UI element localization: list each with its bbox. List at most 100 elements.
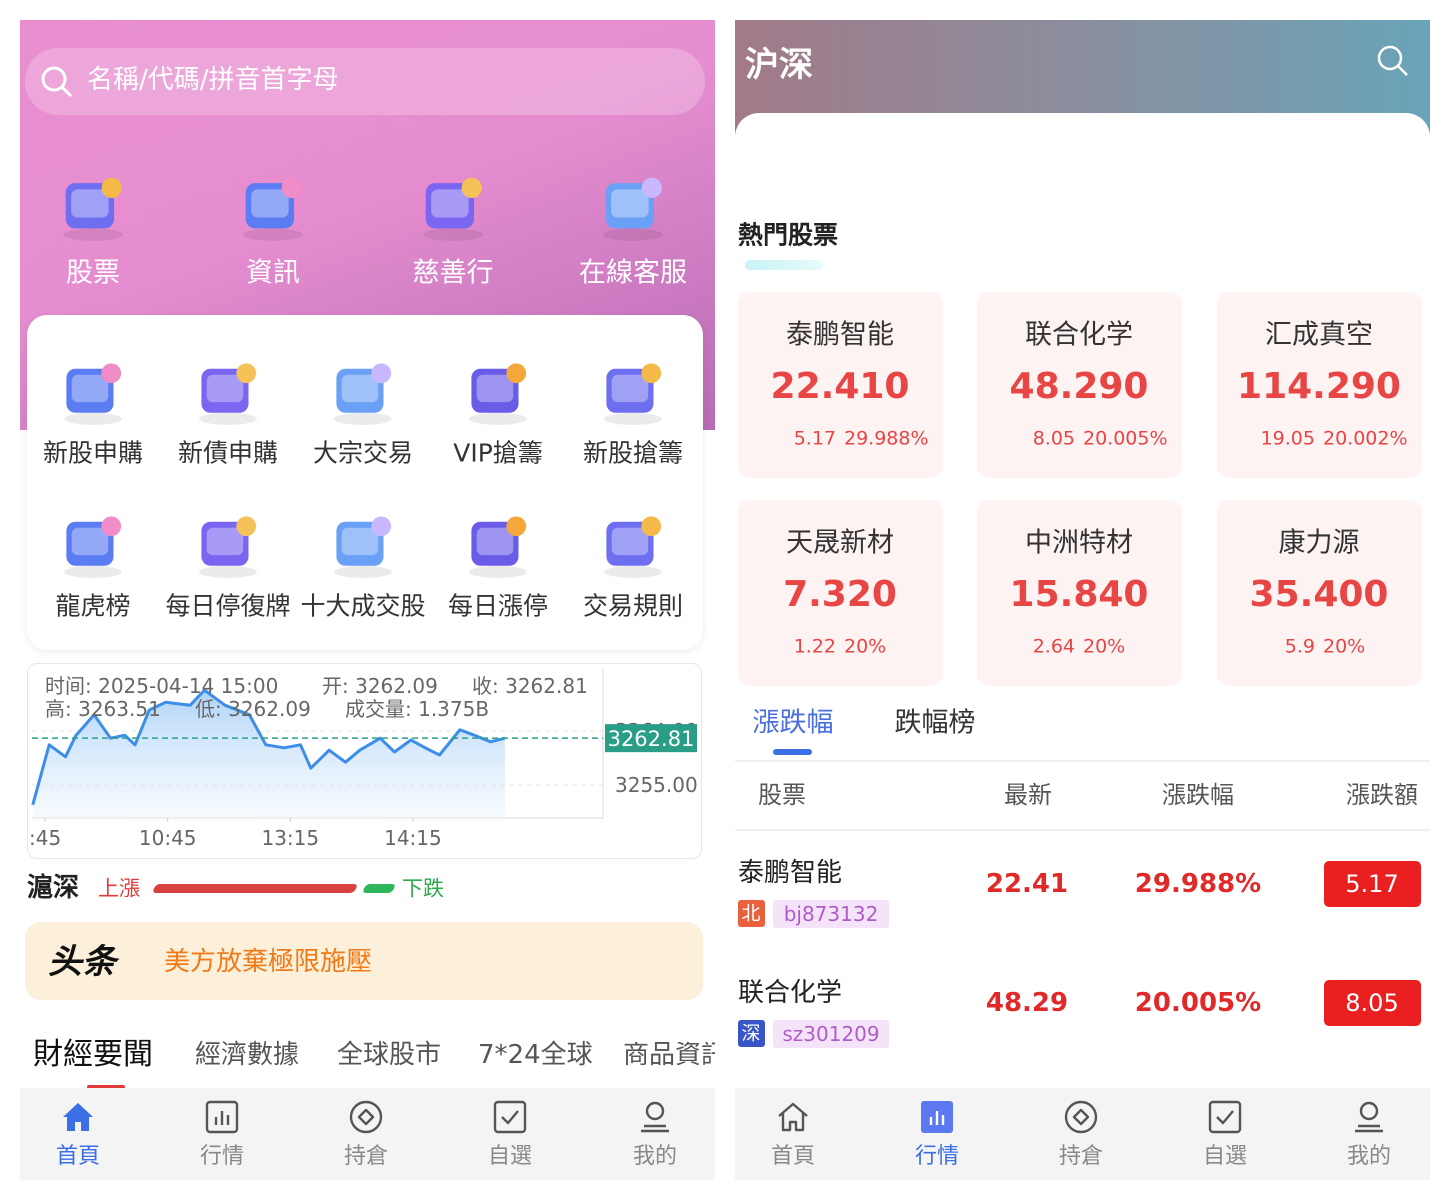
x-tick-label: :45 <box>29 826 61 850</box>
search-lens <box>41 66 67 92</box>
card-change: 5.17 <box>793 427 836 450</box>
icon-body <box>606 521 654 566</box>
grid-menu-label[interactable]: 十大成交股 <box>300 591 426 621</box>
card-price: 15.840 <box>1009 574 1149 615</box>
market-icon <box>205 1100 239 1134</box>
menu-icon <box>199 516 257 578</box>
icon-shadow <box>64 412 122 425</box>
grid-menu-label[interactable]: VIP搶籌 <box>453 438 543 468</box>
icon-body <box>336 521 384 566</box>
top-menu-label[interactable]: 慈善行 <box>412 257 494 289</box>
tab-underline <box>773 749 812 755</box>
list-tab[interactable]: 漲跌幅 <box>752 707 834 739</box>
nav-label[interactable]: 自選 <box>487 1144 533 1169</box>
nav-icon <box>778 1102 808 1132</box>
grid-menu-label[interactable]: 每日漲停 <box>447 591 549 621</box>
news-tab[interactable]: 全球股市 <box>337 1040 442 1070</box>
top-menu-label[interactable]: 資訊 <box>246 257 300 289</box>
top-menu-label[interactable]: 股票 <box>66 257 120 289</box>
headline-text[interactable]: 美方放棄極限施壓 <box>164 947 373 977</box>
market-title: 滬深 <box>27 873 80 903</box>
nav-icon <box>1355 1101 1383 1133</box>
news-tab[interactable]: 7*24全球 <box>478 1040 593 1070</box>
bottom-nav <box>735 1088 1430 1180</box>
market-bars <box>214 1111 230 1125</box>
latest-price: 48.29 <box>985 988 1069 1018</box>
menu-icon <box>63 177 123 241</box>
icon-face <box>611 527 649 556</box>
nav-label[interactable]: 持倉 <box>1058 1144 1104 1169</box>
grid-menu-label[interactable]: 新債申購 <box>177 438 279 468</box>
nav-label[interactable]: 我的 <box>1346 1144 1392 1169</box>
card-price: 48.290 <box>1009 366 1149 407</box>
menu-icon <box>423 177 483 241</box>
grid-menu-label[interactable]: 交易規則 <box>582 591 684 621</box>
stock-card[interactable] <box>738 500 943 686</box>
icon-accent <box>641 363 662 384</box>
menu-icon <box>334 516 392 578</box>
menu-icon <box>604 363 662 425</box>
news-tab[interactable]: 商品資訊 <box>623 1042 715 1068</box>
nav-icon <box>641 1101 669 1133</box>
grid-menu-label[interactable]: 大宗交易 <box>312 438 414 468</box>
nav-label[interactable]: 我的 <box>632 1144 678 1169</box>
grid-menu-label[interactable]: 新股搶籌 <box>582 438 684 468</box>
code-pill <box>773 1020 889 1048</box>
down-bar <box>361 884 397 893</box>
grid-menu-label[interactable]: 每日停復牌 <box>165 591 291 621</box>
card-name: 天晟新材 <box>786 527 894 559</box>
change-badge <box>1324 861 1421 907</box>
nav-icon <box>493 1100 527 1134</box>
stock-card[interactable] <box>977 500 1182 686</box>
menu-icon <box>243 177 303 241</box>
icon-shadow <box>469 565 527 578</box>
list-tab[interactable]: 跌幅榜 <box>894 707 976 739</box>
nav-label[interactable]: 行情 <box>199 1144 245 1169</box>
news-tab-underline <box>87 1085 125 1089</box>
x-tick-label: 14:15 <box>384 826 442 850</box>
nav-label[interactable]: 持倉 <box>343 1144 389 1169</box>
market-bars <box>929 1111 945 1125</box>
icon-body <box>336 368 384 413</box>
market-down: 下跌 <box>402 876 444 901</box>
divider <box>735 760 1430 762</box>
icon-shadow <box>469 412 527 425</box>
section-title: 熱門股票 <box>738 220 839 250</box>
search-bar[interactable] <box>25 48 705 115</box>
headline-box[interactable] <box>25 922 703 1000</box>
stock-card[interactable] <box>1217 500 1422 686</box>
stock-card[interactable] <box>1217 292 1422 478</box>
icon-accent <box>506 516 527 537</box>
home-icon <box>63 1103 93 1131</box>
card-change: 1.22 <box>793 635 836 658</box>
nav-icon <box>205 1100 239 1134</box>
up-bar <box>151 884 359 893</box>
nav-icon <box>1064 1100 1098 1134</box>
change-pct: 20.005% <box>1134 988 1262 1018</box>
grid-menu-label[interactable]: 新股申購 <box>42 438 144 468</box>
card-price: 7.320 <box>783 574 897 615</box>
stock-card[interactable] <box>738 292 943 478</box>
info-open: 开: 3262.09 <box>322 674 438 698</box>
nav-label[interactable]: 自選 <box>1202 1144 1248 1169</box>
icon-face <box>71 189 109 218</box>
news-tab[interactable]: 經濟數據 <box>195 1040 300 1070</box>
card-change: 5.9 <box>1284 635 1315 658</box>
icon-accent <box>236 516 257 537</box>
icon-shadow <box>334 565 392 578</box>
news-tab[interactable]: 財經要聞 <box>33 1037 153 1072</box>
card-pct: 20.005% <box>1083 427 1168 450</box>
change-amount: 8.05 <box>1345 989 1399 1017</box>
grid-menu-label[interactable]: 龍虎榜 <box>55 591 131 621</box>
nav-label[interactable]: 首頁 <box>770 1144 816 1169</box>
search-placeholder[interactable]: 名稱/代碼/拼音首字母 <box>87 65 339 95</box>
fav-check <box>501 1110 519 1125</box>
card-name: 泰鹏智能 <box>786 319 894 351</box>
nav-label[interactable]: 首頁 <box>55 1144 101 1169</box>
card-pct: 20% <box>1083 635 1126 658</box>
nav-label[interactable]: 行情 <box>914 1144 960 1169</box>
icon-shadow <box>63 228 123 241</box>
icon-shadow <box>604 412 662 425</box>
top-menu-label[interactable]: 在線客服 <box>579 257 687 289</box>
stock-card[interactable] <box>977 292 1182 478</box>
